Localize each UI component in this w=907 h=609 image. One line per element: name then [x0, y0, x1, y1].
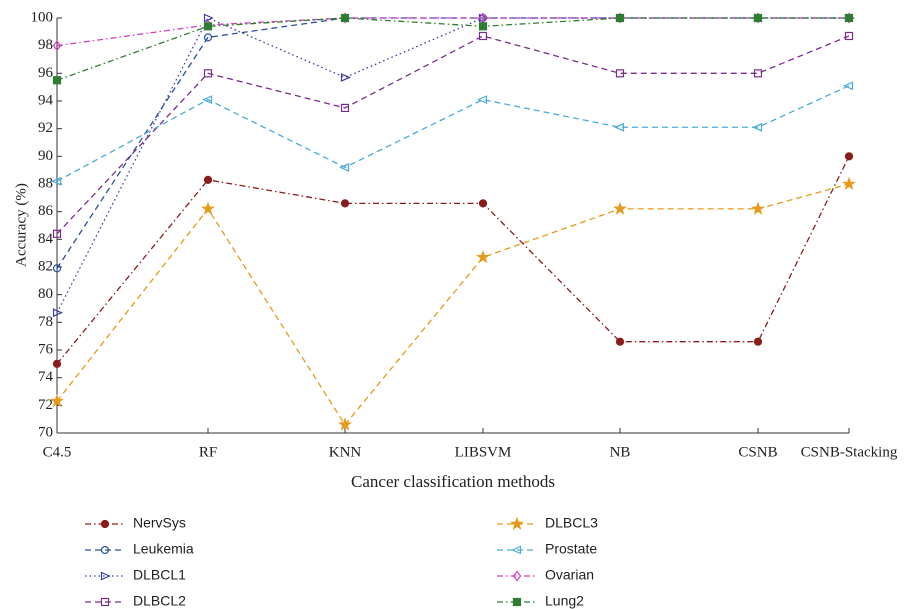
- marker: [203, 13, 214, 23]
- marker: [100, 519, 110, 529]
- marker: [52, 229, 62, 238]
- marker: [615, 337, 625, 346]
- marker: [510, 516, 524, 530]
- marker: [50, 393, 64, 408]
- marker: [52, 308, 63, 318]
- series: [52, 12, 854, 52]
- marker: [339, 162, 350, 172]
- marker: [340, 199, 350, 208]
- y-tick-label: 70: [38, 424, 53, 440]
- marker: [511, 545, 522, 555]
- marker: [512, 570, 522, 582]
- y-tick-label: 86: [38, 203, 54, 219]
- marker: [340, 103, 350, 113]
- y-tick-label: 92: [38, 120, 53, 136]
- series: [50, 176, 856, 431]
- marker: [843, 81, 854, 91]
- y-tick-label: 94: [38, 92, 54, 108]
- series-line: [56, 17, 849, 313]
- series-line: [56, 17, 849, 81]
- marker: [476, 249, 490, 264]
- marker: [753, 69, 763, 78]
- y-tick-label: 90: [38, 148, 53, 164]
- marker: [844, 152, 854, 161]
- y-tick-label: 76: [38, 341, 54, 357]
- y-tick-label: 74: [38, 369, 54, 385]
- marker: [478, 199, 488, 208]
- series-line: [56, 17, 849, 47]
- y-tick-label: 72: [38, 397, 53, 413]
- series: [51, 81, 854, 186]
- marker: [100, 597, 110, 607]
- y-tick-label: 82: [38, 258, 53, 274]
- series-line: [56, 183, 850, 426]
- x-tick-label: CSNB-Stacking: [801, 444, 898, 460]
- series: [52, 13, 854, 273]
- marker: [338, 417, 352, 431]
- x-tick-label: KNN: [329, 444, 362, 460]
- marker: [51, 176, 62, 186]
- y-tick-label: 88: [38, 175, 53, 191]
- marker: [613, 201, 627, 215]
- marker: [512, 597, 522, 607]
- series: [52, 31, 854, 238]
- marker: [615, 69, 625, 78]
- series: [52, 152, 854, 368]
- marker: [842, 176, 856, 190]
- series-line: [56, 17, 849, 269]
- y-tick-label: 84: [38, 231, 54, 247]
- marker: [100, 545, 110, 555]
- series: [52, 13, 854, 85]
- x-tick-label: CSNB: [738, 444, 777, 460]
- marker: [753, 337, 763, 346]
- marker: [615, 13, 625, 23]
- legend-label: DLBCL2: [133, 593, 186, 609]
- marker: [203, 33, 213, 42]
- marker: [751, 201, 765, 215]
- y-tick-label: 100: [31, 9, 54, 25]
- y-tick-label: 98: [38, 37, 53, 53]
- y-tick-label: 78: [38, 314, 53, 330]
- marker: [844, 31, 854, 41]
- marker: [201, 201, 215, 215]
- x-axis-label: Cancer classification methods: [351, 472, 555, 491]
- y-axis-label: Accuracy (%): [13, 183, 29, 267]
- marker: [752, 122, 763, 132]
- legend-label: Ovarian: [545, 567, 594, 583]
- legend-label: NervSys: [133, 515, 186, 531]
- legend-label: Lung2: [545, 593, 584, 609]
- marker: [100, 571, 111, 581]
- marker: [202, 95, 213, 105]
- marker: [203, 69, 213, 78]
- y-tick-label: 80: [38, 286, 53, 302]
- legend-label: Leukemia: [133, 541, 194, 557]
- x-tick-label: NB: [610, 444, 631, 460]
- x-tick-label: LIBSVM: [455, 444, 512, 460]
- marker: [52, 264, 62, 273]
- marker: [52, 359, 62, 368]
- legend-label: DLBCL3: [545, 515, 598, 531]
- x-tick-label: RF: [199, 444, 217, 460]
- marker: [52, 40, 62, 52]
- marker: [477, 95, 488, 105]
- series-line: [56, 35, 850, 235]
- marker: [203, 175, 213, 184]
- series-line: [56, 85, 850, 182]
- series-line: [56, 156, 850, 365]
- marker: [753, 13, 763, 23]
- x-tick-label: C4.5: [43, 444, 72, 460]
- series: [52, 13, 855, 318]
- marker: [52, 76, 62, 85]
- marker: [340, 73, 351, 82]
- marker: [340, 13, 350, 23]
- marker: [478, 31, 488, 41]
- marker: [203, 22, 213, 31]
- marker: [844, 13, 854, 23]
- legend-label: Prostate: [545, 541, 597, 557]
- marker: [478, 22, 488, 31]
- marker: [614, 122, 625, 132]
- legend-label: DLBCL1: [133, 567, 186, 583]
- y-tick-label: 96: [38, 65, 54, 81]
